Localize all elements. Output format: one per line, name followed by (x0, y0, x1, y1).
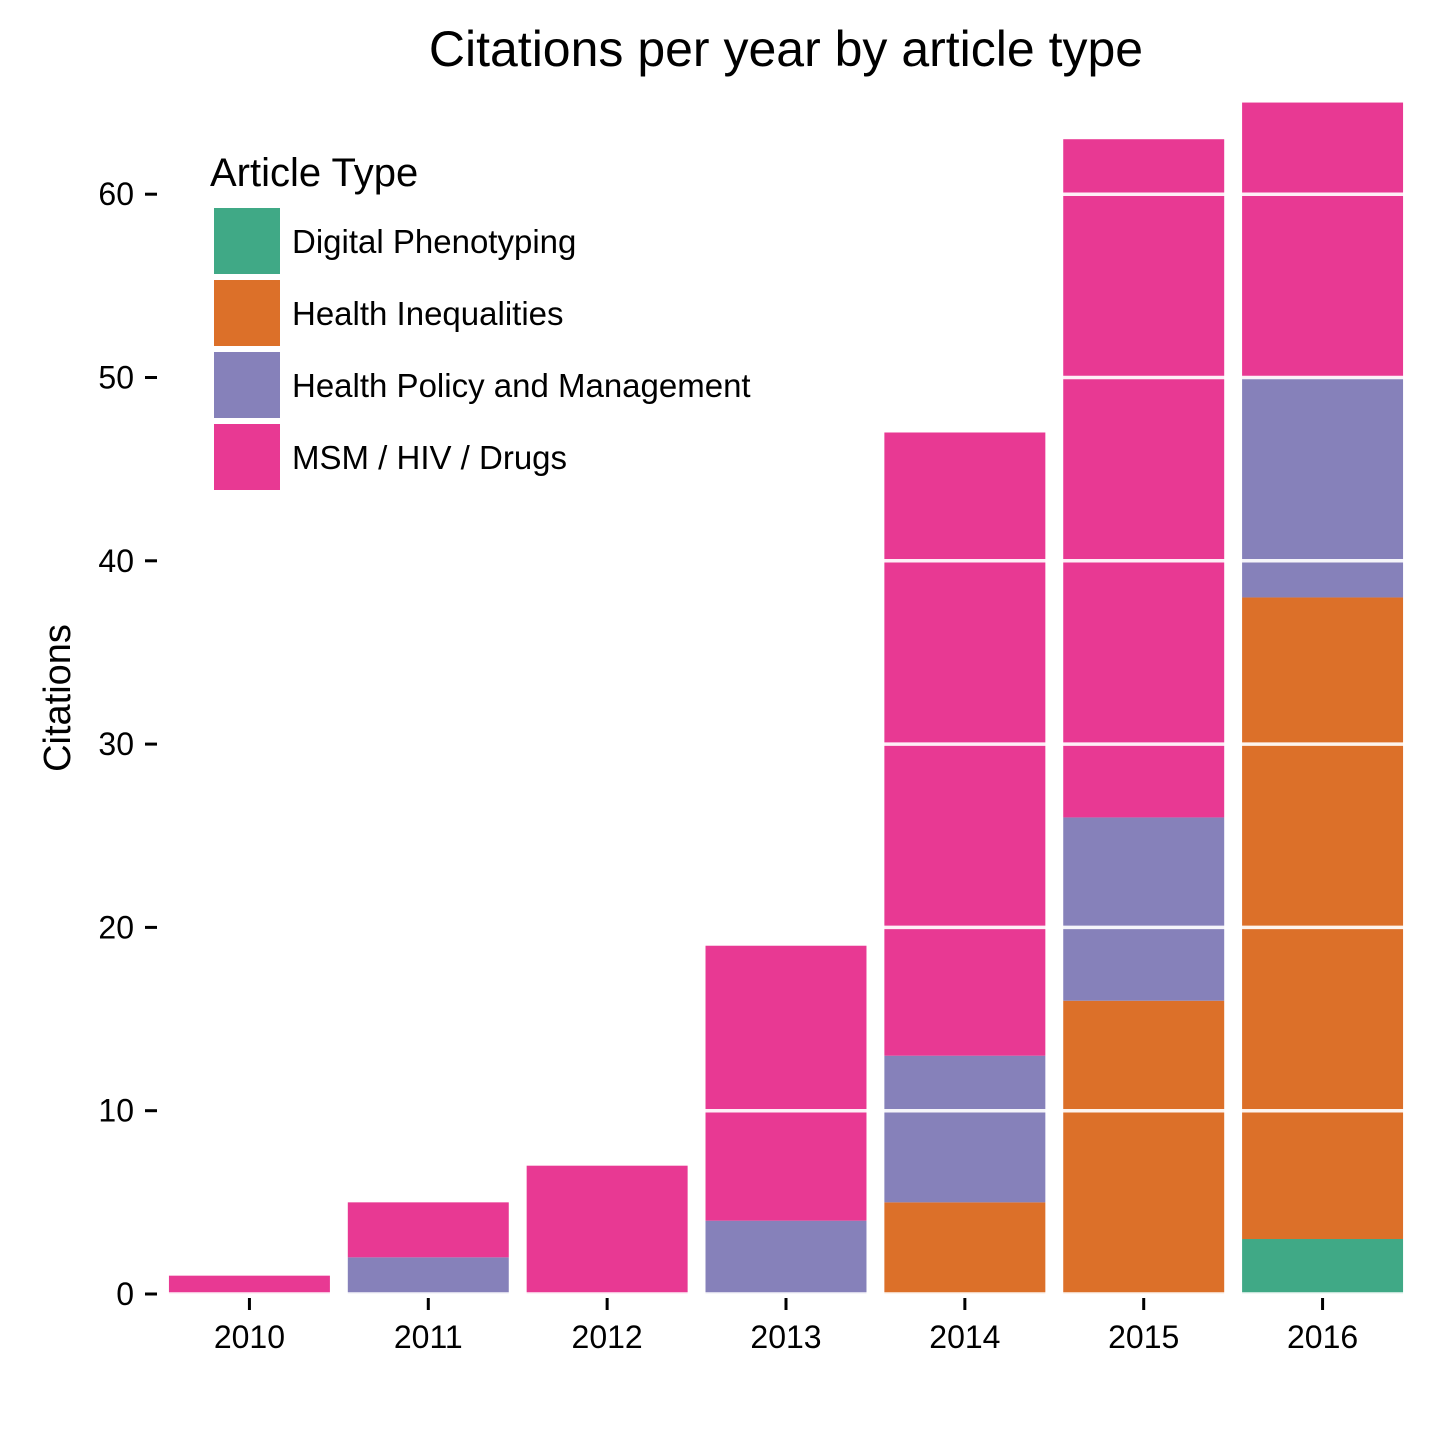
x-tick-label-2016: 2016 (1287, 1319, 1358, 1355)
bar-segment-2014-series-1 (884, 1202, 1046, 1294)
bar-segment-2016-series-2 (1242, 377, 1404, 598)
x-axis: 2010 2011 2012 2013 2014 2015 2016 (214, 1298, 1358, 1355)
x-tick-label-2010: 2010 (214, 1319, 285, 1355)
x-tick-label-2015: 2015 (1108, 1319, 1179, 1355)
x-tick-label-2011: 2011 (394, 1319, 463, 1355)
bar-segment-2013-series-3 (705, 945, 867, 1221)
y-tick-label-30: 30 (98, 726, 134, 762)
grid-layer (160, 192, 1412, 1296)
y-tick-label-40: 40 (98, 543, 134, 579)
y-tick-label-50: 50 (98, 360, 134, 396)
y-axis-title: Citations (37, 624, 79, 772)
legend-key-2 (214, 352, 280, 418)
y-tick-label-10: 10 (98, 1093, 134, 1129)
y-tick-label-0: 0 (116, 1276, 134, 1312)
legend-key-1 (214, 280, 280, 346)
bar-segment-2016-series-1 (1242, 597, 1404, 1240)
x-tick-label-2012: 2012 (572, 1319, 643, 1355)
bar-segment-2013-series-2 (705, 1220, 867, 1294)
y-axis: 0 10 20 30 40 50 60 (98, 176, 157, 1312)
bar-segment-2012-series-3 (526, 1165, 688, 1294)
legend-key-0 (214, 208, 280, 274)
legend-label-1: Health Inequalities (292, 295, 564, 332)
bar-segment-2014-series-2 (884, 1055, 1046, 1203)
y-tick-label-60: 60 (98, 176, 134, 212)
bar-segment-2016-series-3 (1242, 102, 1404, 378)
bar-segment-2011-series-2 (347, 1257, 509, 1294)
chart-title: Citations per year by article type (429, 21, 1143, 77)
bar-segment-2015-series-2 (1063, 817, 1225, 1001)
legend-key-3 (214, 424, 280, 490)
legend-title: Article Type (210, 151, 418, 195)
legend-label-2: Health Policy and Management (292, 367, 751, 404)
legend-label-0: Digital Phenotyping (292, 223, 576, 260)
bar-segment-2015-series-1 (1063, 1000, 1225, 1294)
bars-layer (168, 102, 1404, 1294)
x-tick-label-2013: 2013 (750, 1319, 821, 1355)
bar-segment-2016-series-0 (1242, 1239, 1404, 1294)
bar-segment-2011-series-3 (347, 1202, 509, 1258)
legend-label-3: MSM / HIV / Drugs (292, 439, 567, 476)
legend: Article Type Digital Phenotyping Health I… (210, 151, 751, 490)
x-tick-label-2014: 2014 (929, 1319, 1000, 1355)
bar-segment-2010-series-3 (168, 1275, 330, 1294)
y-tick-label-20: 20 (98, 909, 134, 945)
bar-segment-2015-series-3 (1063, 139, 1225, 818)
